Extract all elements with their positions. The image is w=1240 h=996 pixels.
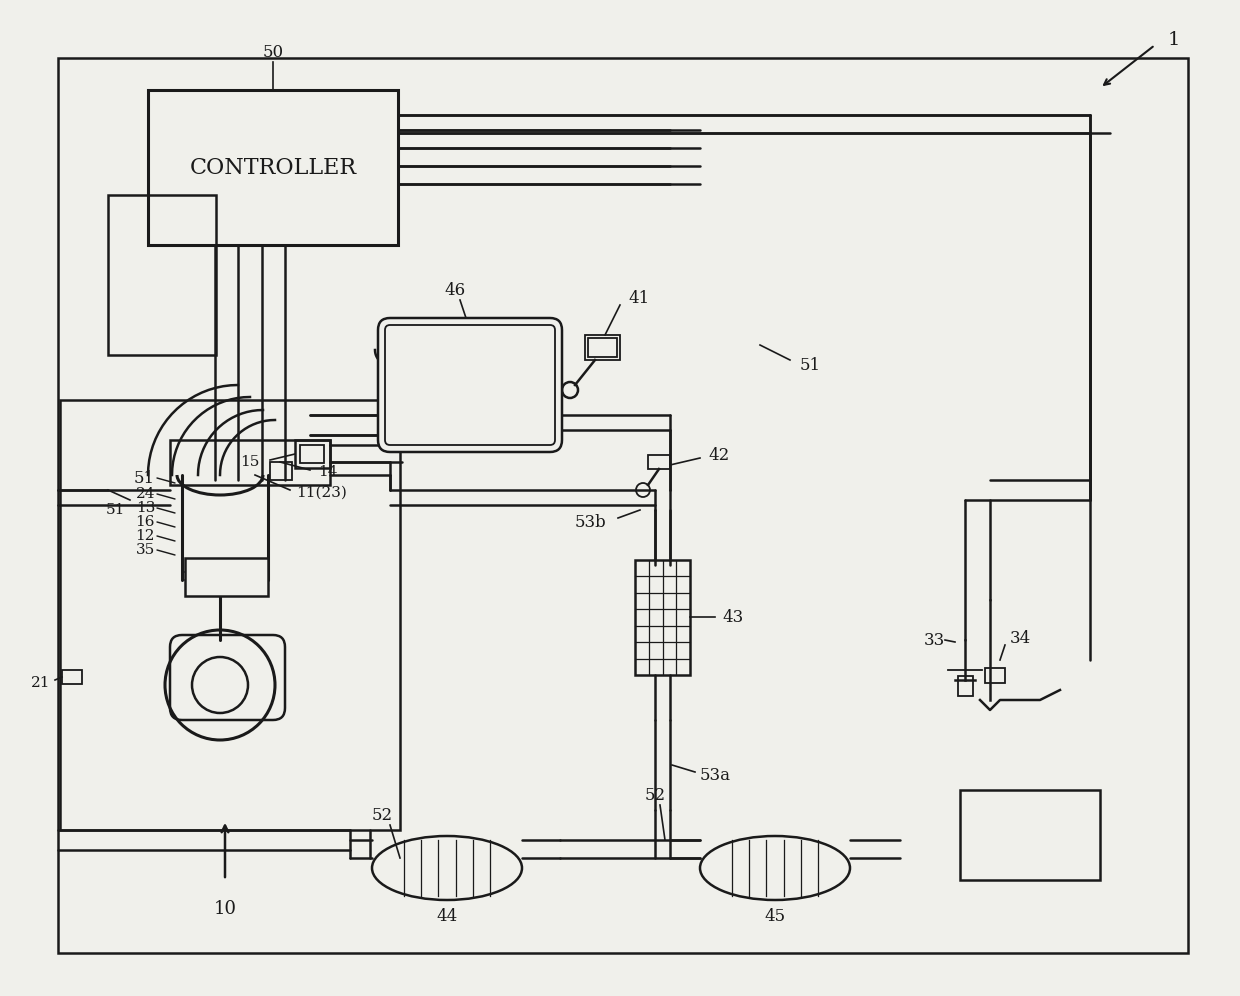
Text: 1: 1 xyxy=(1168,31,1180,49)
Bar xyxy=(108,195,216,355)
Text: 15: 15 xyxy=(241,455,260,469)
Text: 34: 34 xyxy=(1011,629,1032,646)
Text: 52: 52 xyxy=(645,787,666,804)
Text: 44: 44 xyxy=(436,908,458,925)
Text: 13: 13 xyxy=(135,501,155,515)
Bar xyxy=(649,455,670,469)
FancyBboxPatch shape xyxy=(378,318,562,452)
Text: 10: 10 xyxy=(213,900,237,918)
Text: 35: 35 xyxy=(135,543,155,557)
Text: 21: 21 xyxy=(31,676,50,690)
Text: 51: 51 xyxy=(134,469,155,486)
Text: 33: 33 xyxy=(924,631,945,648)
Text: 16: 16 xyxy=(135,515,155,529)
Bar xyxy=(588,338,618,357)
Bar xyxy=(960,790,1100,880)
Bar xyxy=(585,335,620,360)
Text: 46: 46 xyxy=(444,282,465,299)
Text: 45: 45 xyxy=(764,908,786,925)
Bar xyxy=(60,400,401,830)
Text: 11(23): 11(23) xyxy=(296,486,347,500)
Text: 14: 14 xyxy=(317,465,337,479)
Text: 51: 51 xyxy=(105,503,125,517)
Bar xyxy=(959,676,973,696)
Text: 53b: 53b xyxy=(574,514,606,531)
Text: 24: 24 xyxy=(135,487,155,501)
Bar xyxy=(185,558,268,596)
Bar xyxy=(170,440,330,485)
Bar xyxy=(58,58,1188,953)
Text: 51: 51 xyxy=(800,357,821,374)
Text: 50: 50 xyxy=(263,44,284,61)
Bar xyxy=(270,462,291,480)
Bar xyxy=(148,90,398,245)
Bar xyxy=(295,440,330,468)
Bar xyxy=(635,560,689,675)
Bar xyxy=(985,668,1004,683)
Bar xyxy=(62,670,82,684)
Bar xyxy=(300,445,324,463)
Text: 52: 52 xyxy=(372,807,393,824)
Text: 42: 42 xyxy=(708,446,729,463)
Text: 43: 43 xyxy=(722,609,743,625)
Text: 12: 12 xyxy=(135,529,155,543)
Text: 41: 41 xyxy=(627,290,650,307)
Text: 53a: 53a xyxy=(701,767,732,784)
Text: CONTROLLER: CONTROLLER xyxy=(190,156,357,178)
